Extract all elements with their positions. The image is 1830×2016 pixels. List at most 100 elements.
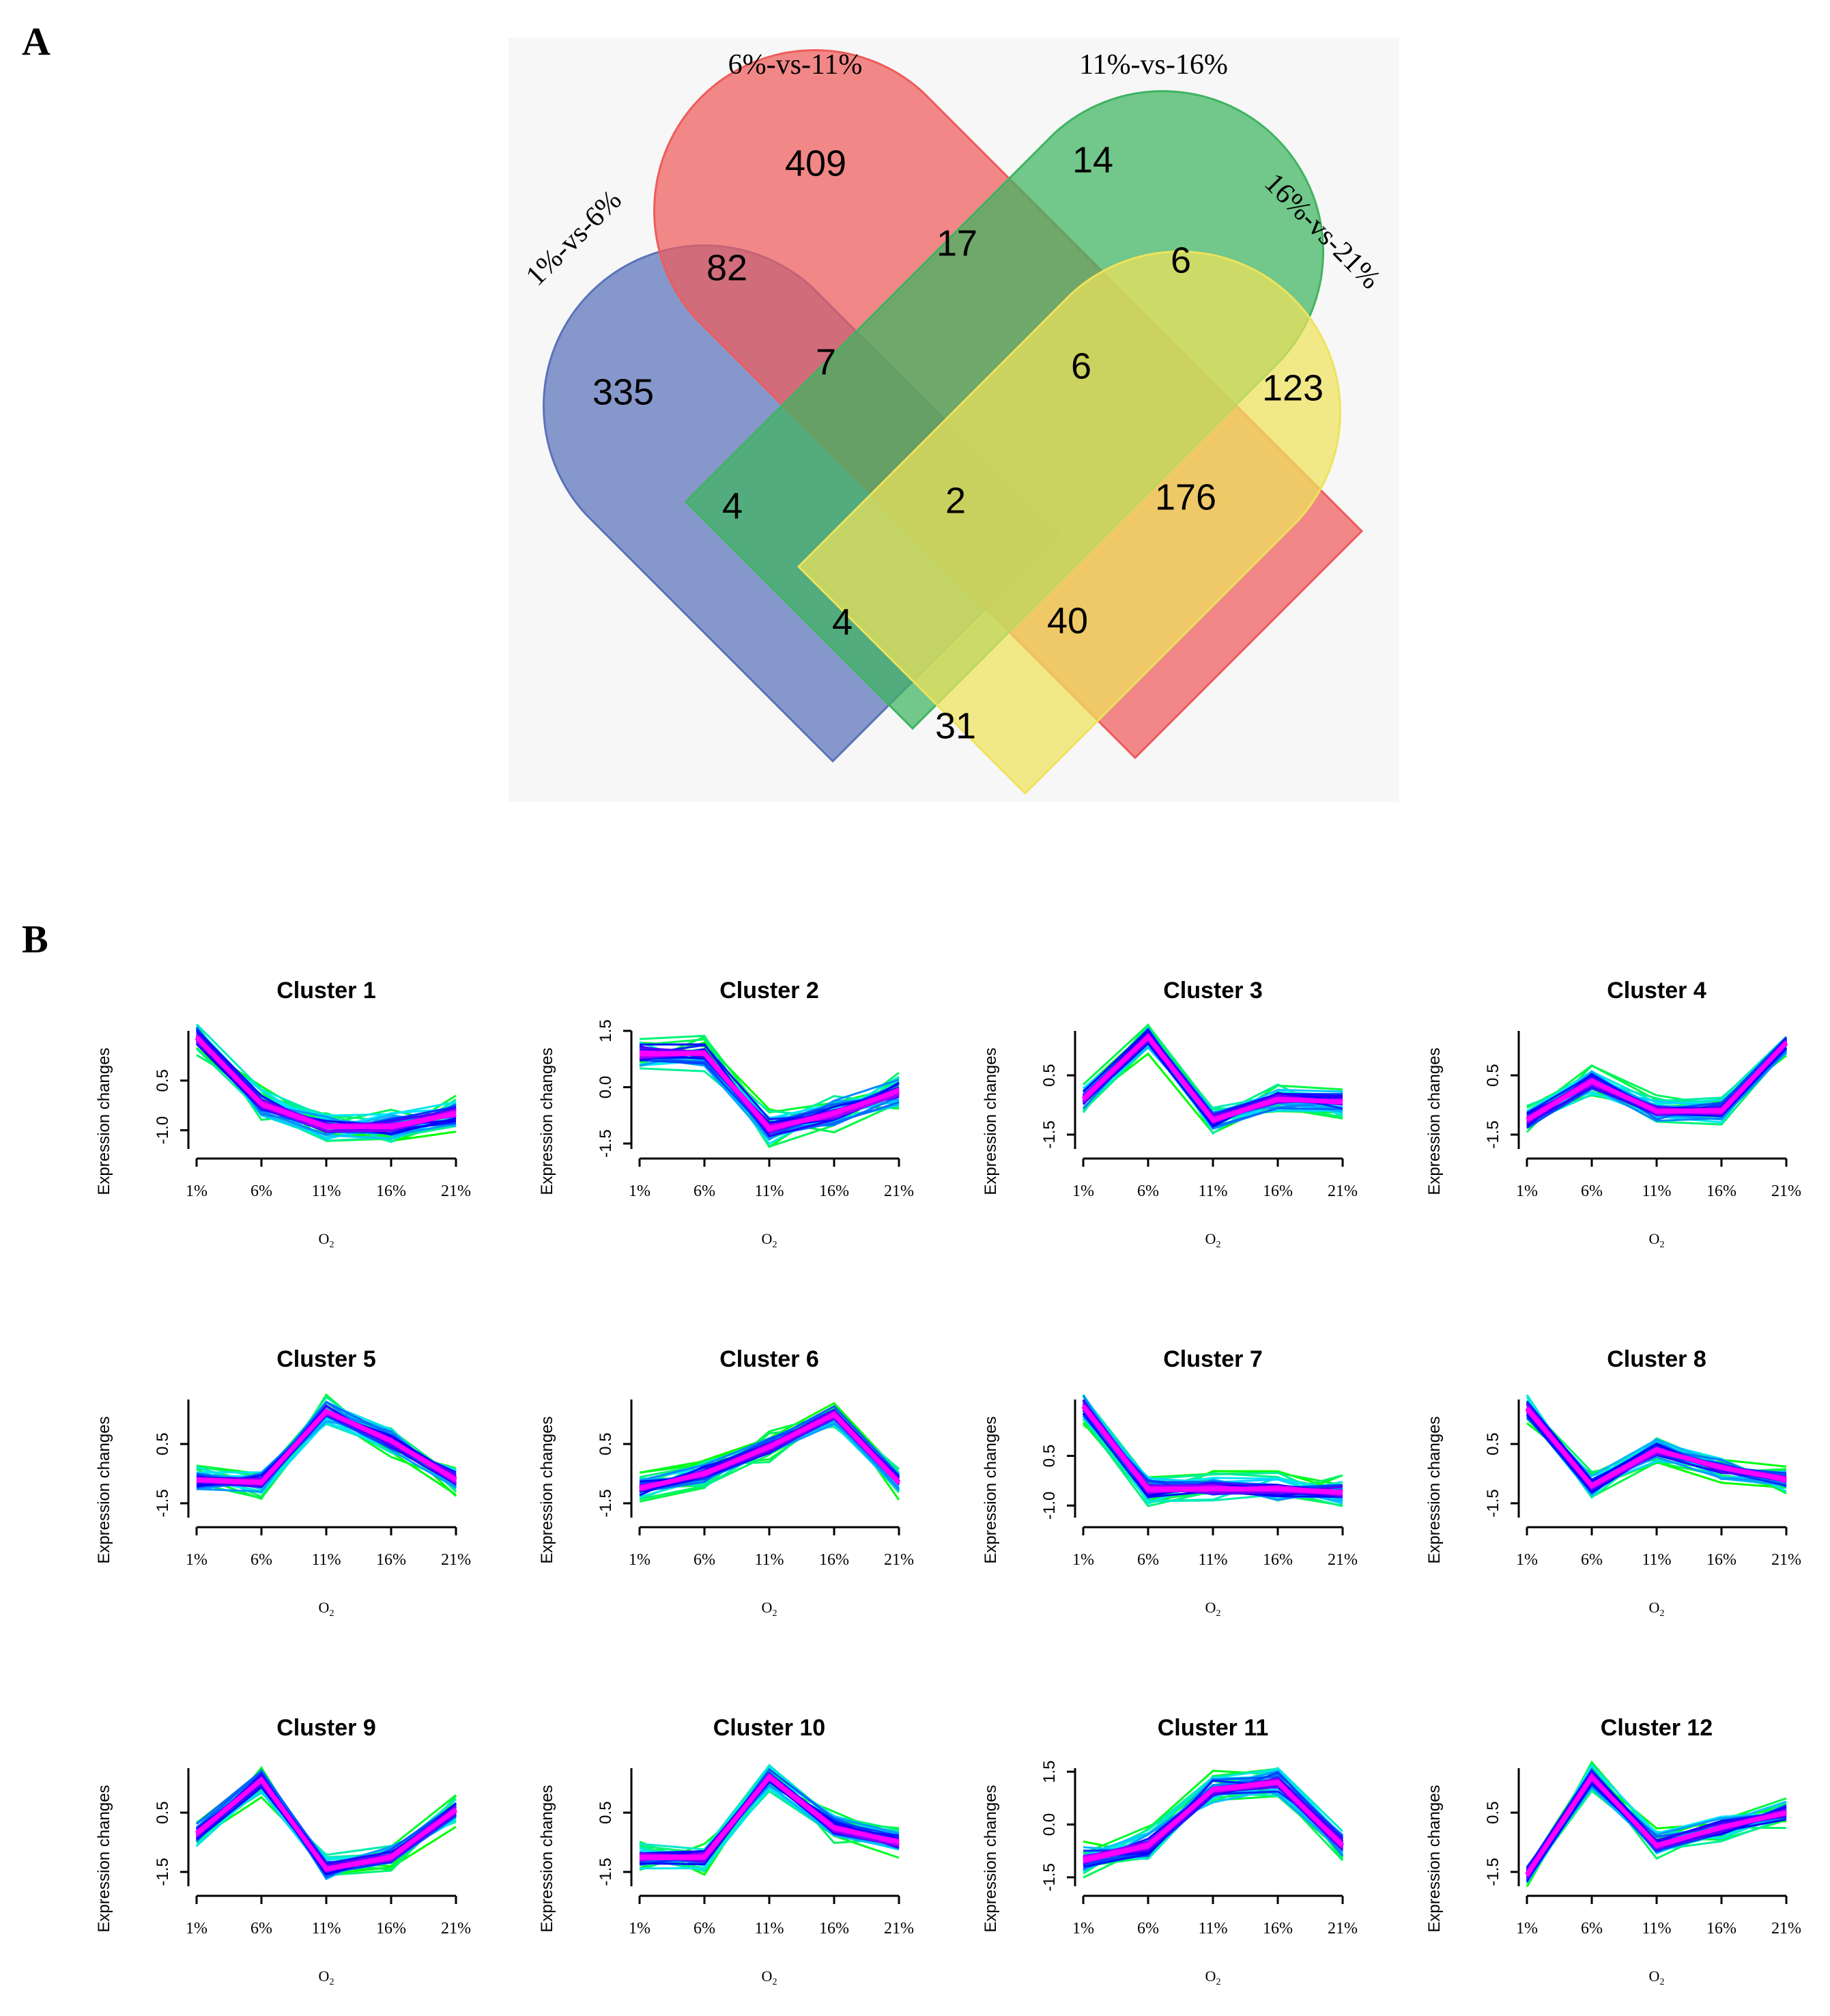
venn-region-c-only: 14 [1072, 139, 1113, 180]
x-axis-label: O2 [762, 1599, 777, 1619]
gene-line [1083, 1787, 1344, 1856]
x-tick-label: 16% [1263, 1551, 1293, 1569]
y-axis-label: Expression changes [1425, 1785, 1444, 1932]
venn-region-abd: 40 [1047, 600, 1088, 641]
venn-region-cd: 6 [1171, 240, 1191, 281]
cluster-panel: Cluster 4 Expression changes 1% 6% 11% 16% 21%… [1425, 978, 1801, 1250]
cluster-title: Cluster 5 [276, 1346, 376, 1372]
x-tick-label: 21% [1771, 1920, 1801, 1937]
x-axis-label: O2 [762, 1230, 777, 1250]
x-tick-label: 11% [311, 1551, 341, 1569]
x-axis-label-subscript: 2 [772, 1240, 777, 1250]
venn-label-6-vs-11: 6%-vs-11% [728, 49, 863, 81]
x-tick-label: 16% [1706, 1551, 1736, 1569]
x-tick-label: 16% [819, 1920, 849, 1937]
gene-line [196, 1770, 457, 1864]
cluster-title: Cluster 9 [276, 1715, 376, 1741]
cluster-center-line [640, 1774, 900, 1860]
x-axis-label-subscript: 2 [1659, 1240, 1664, 1250]
x-tick-label: 21% [1328, 1551, 1358, 1569]
x-tick-label: 6% [1137, 1920, 1159, 1937]
x-tick-label: 1% [186, 1920, 208, 1937]
y-tick-label: -1.5 [154, 1489, 172, 1517]
cluster-panel: Cluster 5 Expression changes 1% 6% 11% 16% 21%… [95, 1346, 471, 1619]
cluster-panel: Cluster 8 Expression changes 1% 6% 11% 16% 21%… [1425, 1346, 1801, 1619]
x-tick-label: 16% [1263, 1182, 1293, 1200]
x-tick-label: 1% [629, 1920, 650, 1937]
cluster-center-line [639, 1411, 901, 1491]
cluster-title: Cluster 8 [1607, 1346, 1706, 1372]
y-tick-label: 0.5 [597, 1801, 615, 1823]
cluster-center-line [640, 1051, 900, 1131]
x-tick-label: 16% [819, 1551, 849, 1569]
y-tick-label: -1.5 [1484, 1120, 1502, 1148]
x-tick-label: 6% [1137, 1551, 1159, 1569]
venn-region-ac: 4 [722, 485, 743, 526]
x-tick-label: 1% [1072, 1920, 1094, 1937]
venn-region-d-only: 123 [1262, 367, 1324, 408]
cluster-title: Cluster 4 [1607, 978, 1706, 1004]
x-tick-label: 11% [1642, 1920, 1671, 1937]
y-axis-label: Expression changes [538, 1047, 556, 1195]
cluster-title: Cluster 12 [1601, 1715, 1713, 1741]
y-axis-label: Expression changes [95, 1416, 113, 1563]
cluster-title: Cluster 2 [719, 978, 819, 1004]
x-tick-label: 21% [441, 1182, 471, 1200]
y-tick-label: -1.5 [597, 1489, 615, 1517]
x-axis-label-subscript: 2 [772, 1977, 777, 1987]
venn-region-ad: 31 [935, 705, 976, 746]
x-tick-label: 6% [251, 1920, 272, 1937]
x-tick-label: 11% [311, 1920, 341, 1937]
x-tick-label: 1% [629, 1182, 650, 1200]
x-tick-label: 6% [694, 1920, 715, 1937]
cluster-panel: Cluster 6 Expression changes 1% 6% 11% 16% 21%… [538, 1346, 914, 1619]
y-axis-label: Expression changes [95, 1785, 113, 1932]
y-tick-label: 0.5 [1484, 1064, 1502, 1086]
y-tick-label: -1.5 [154, 1858, 172, 1886]
x-tick-label: 21% [441, 1551, 471, 1569]
x-axis-label: O2 [319, 1230, 334, 1250]
cluster-center-line [1525, 1406, 1787, 1489]
y-axis-label: Expression changes [982, 1785, 1000, 1932]
x-axis-label-subscript: 2 [1216, 1240, 1220, 1250]
x-tick-label: 6% [1137, 1182, 1159, 1200]
x-tick-label: 16% [1263, 1920, 1293, 1937]
y-tick-label: 0.0 [597, 1076, 615, 1098]
y-tick-label: -1.0 [1040, 1492, 1059, 1520]
venn-region-abcd: 2 [945, 480, 966, 521]
gene-line [639, 1412, 900, 1503]
venn-diagram [543, 49, 1364, 795]
y-tick-label: -1.0 [154, 1116, 172, 1144]
x-tick-label: 21% [441, 1920, 471, 1937]
venn-region-bcd: 6 [1071, 345, 1091, 386]
gene-line [195, 1048, 457, 1142]
x-tick-label: 1% [1072, 1182, 1094, 1200]
cluster-panel: Cluster 1 Expression changes 1% 6% 11% 16% 21%… [95, 978, 471, 1250]
cluster-panel: Cluster 3 Expression changes 1% 6% 11% 16% 21%… [982, 978, 1358, 1250]
cluster-panel: Cluster 7 Expression changes 1% 6% 11% 16% 21%… [982, 1346, 1358, 1619]
y-tick-label: 0.5 [597, 1432, 615, 1455]
x-tick-label: 1% [186, 1182, 208, 1200]
cluster-center-line [1083, 1779, 1345, 1862]
y-tick-label: -1.5 [1484, 1858, 1502, 1886]
y-tick-label: 0.5 [1040, 1064, 1059, 1086]
x-axis-label-subscript: 2 [772, 1608, 777, 1619]
x-tick-label: 1% [186, 1551, 208, 1569]
x-tick-label: 6% [1581, 1182, 1603, 1200]
x-tick-label: 6% [1581, 1920, 1603, 1937]
x-tick-label: 21% [1771, 1551, 1801, 1569]
cluster-center-line [1081, 1033, 1343, 1123]
panel-b-letter: B [22, 917, 48, 961]
y-tick-label: 0.0 [1040, 1813, 1059, 1836]
cluster-panel: Cluster 2 Expression changes 1% 6% 11% 16% 21%… [538, 978, 914, 1250]
venn-region-abc: 7 [816, 341, 836, 382]
venn-region-bd: 176 [1155, 477, 1216, 517]
y-axis-label: Expression changes [1425, 1047, 1444, 1195]
x-tick-label: 11% [311, 1182, 341, 1200]
y-axis-label: Expression changes [538, 1416, 556, 1563]
x-axis-label-subscript: 2 [329, 1977, 334, 1987]
x-tick-label: 6% [1581, 1551, 1603, 1569]
